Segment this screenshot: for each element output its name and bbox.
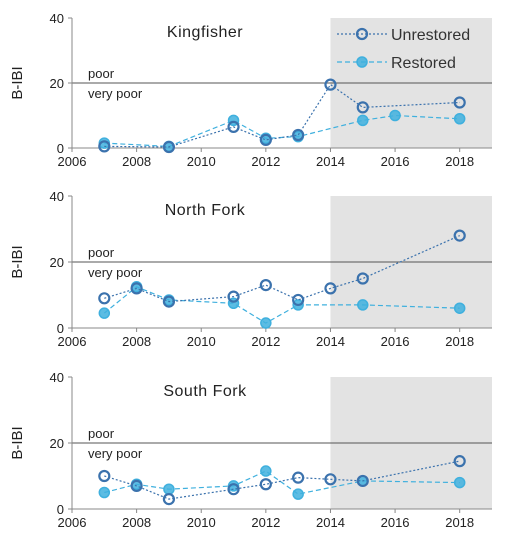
data-point-unrestored [162, 295, 176, 308]
x-tick-label: 2014 [316, 154, 345, 169]
y-tick-label: 20 [50, 255, 64, 270]
data-point-restored [453, 302, 466, 314]
y-axis-label: B-IBI [9, 66, 26, 99]
data-point-unrestored [453, 96, 466, 109]
data-point-restored [292, 488, 304, 500]
y-tick-label: 0 [57, 502, 64, 517]
x-tick-label: 2018 [445, 334, 474, 349]
threshold-below-label: very poor [88, 86, 143, 101]
data-point-unrestored [227, 483, 240, 496]
x-tick-label: 2010 [187, 334, 216, 349]
series-line-unrestored [104, 83, 460, 148]
data-point-restored [357, 114, 369, 127]
y-tick-label: 40 [50, 11, 64, 26]
data-point-unrestored [98, 140, 111, 153]
y-tick-label: 20 [50, 76, 64, 91]
data-point-unrestored [98, 292, 111, 305]
threshold-below-label: very poor [88, 265, 143, 280]
data-point-unrestored [162, 140, 176, 154]
x-tick-label: 2012 [251, 515, 280, 530]
x-tick-label: 2016 [381, 515, 410, 530]
x-tick-label: 2012 [251, 334, 280, 349]
y-tick-label: 20 [50, 436, 64, 451]
data-point-unrestored [292, 128, 305, 142]
data-point-unrestored [356, 101, 369, 114]
data-point-unrestored [292, 471, 305, 484]
panel-title: South Fork [163, 383, 247, 400]
chart-panel: 0 20 40 2006 2008 2010 2012 2014 2016 2018 B-IBI No… [9, 189, 492, 349]
data-point-unrestored [324, 473, 337, 486]
panel-title: Kingfisher [167, 24, 243, 41]
x-tick-label: 2008 [122, 515, 151, 530]
x-tick-label: 2010 [187, 154, 216, 169]
x-tick-label: 2006 [58, 334, 87, 349]
threshold-above-label: poor [88, 245, 115, 260]
y-tick-label: 0 [57, 321, 64, 336]
data-point-restored [389, 109, 401, 122]
x-tick-label: 2012 [251, 154, 280, 169]
x-tick-label: 2016 [381, 154, 410, 169]
data-point-unrestored [324, 282, 337, 295]
data-point-restored [453, 113, 466, 125]
legend-swatch-marker [356, 56, 368, 68]
x-tick-label: 2010 [187, 515, 216, 530]
data-point-unrestored [227, 120, 240, 133]
data-point-restored [98, 486, 111, 499]
legend: Unrestored Restored [337, 27, 470, 72]
threshold-above-label: poor [88, 66, 115, 81]
data-point-unrestored [292, 293, 305, 307]
data-point-unrestored [259, 279, 272, 292]
data-point-restored [453, 476, 466, 489]
chart-panel: 0 20 40 2006 2008 2010 2012 2014 2016 2018 B-IBI So… [9, 370, 492, 530]
chart-panel: 0 20 40 2006 2008 2010 2012 2014 2016 2018 B-IBI Ki… [9, 11, 492, 169]
data-point-unrestored [259, 133, 272, 146]
legend-label: Restored [391, 55, 456, 72]
x-tick-label: 2006 [58, 515, 87, 530]
x-tick-label: 2008 [122, 334, 151, 349]
y-tick-label: 40 [50, 370, 64, 385]
x-tick-label: 2014 [316, 515, 345, 530]
y-axis-label: B-IBI [9, 426, 26, 459]
y-tick-label: 0 [57, 141, 64, 156]
series-line-unrestored [104, 235, 460, 303]
legend-label: Unrestored [391, 27, 470, 44]
y-axis-label: B-IBI [9, 245, 26, 278]
data-point-restored [98, 307, 111, 319]
series-line-restored [103, 286, 460, 324]
data-point-unrestored [356, 272, 369, 285]
data-point-unrestored [453, 455, 466, 468]
legend-swatch-marker [355, 27, 369, 41]
data-point-restored [163, 483, 175, 495]
data-point-restored [357, 299, 369, 311]
data-point-restored [260, 465, 272, 477]
series-line-unrestored [104, 460, 460, 500]
panel-title: North Fork [165, 202, 246, 219]
threshold-above-label: poor [88, 426, 115, 441]
x-tick-label: 2014 [316, 334, 345, 349]
data-point-unrestored [453, 229, 466, 242]
data-point-unrestored [356, 474, 369, 488]
data-point-unrestored [98, 469, 111, 483]
data-point-unrestored [227, 290, 240, 303]
data-point-unrestored [324, 78, 337, 91]
threshold-below-label: very poor [88, 446, 143, 461]
data-point-restored [260, 317, 272, 329]
y-tick-label: 40 [50, 189, 64, 204]
x-tick-label: 2006 [58, 154, 87, 169]
series-line-restored [104, 470, 460, 495]
data-point-unrestored [162, 493, 176, 506]
x-tick-label: 2016 [381, 334, 410, 349]
data-point-unrestored [259, 478, 272, 491]
data-point-unrestored [130, 479, 143, 492]
x-tick-label: 2018 [445, 154, 474, 169]
x-tick-label: 2018 [445, 515, 474, 530]
x-tick-label: 2008 [122, 154, 151, 169]
data-point-unrestored [130, 282, 143, 295]
